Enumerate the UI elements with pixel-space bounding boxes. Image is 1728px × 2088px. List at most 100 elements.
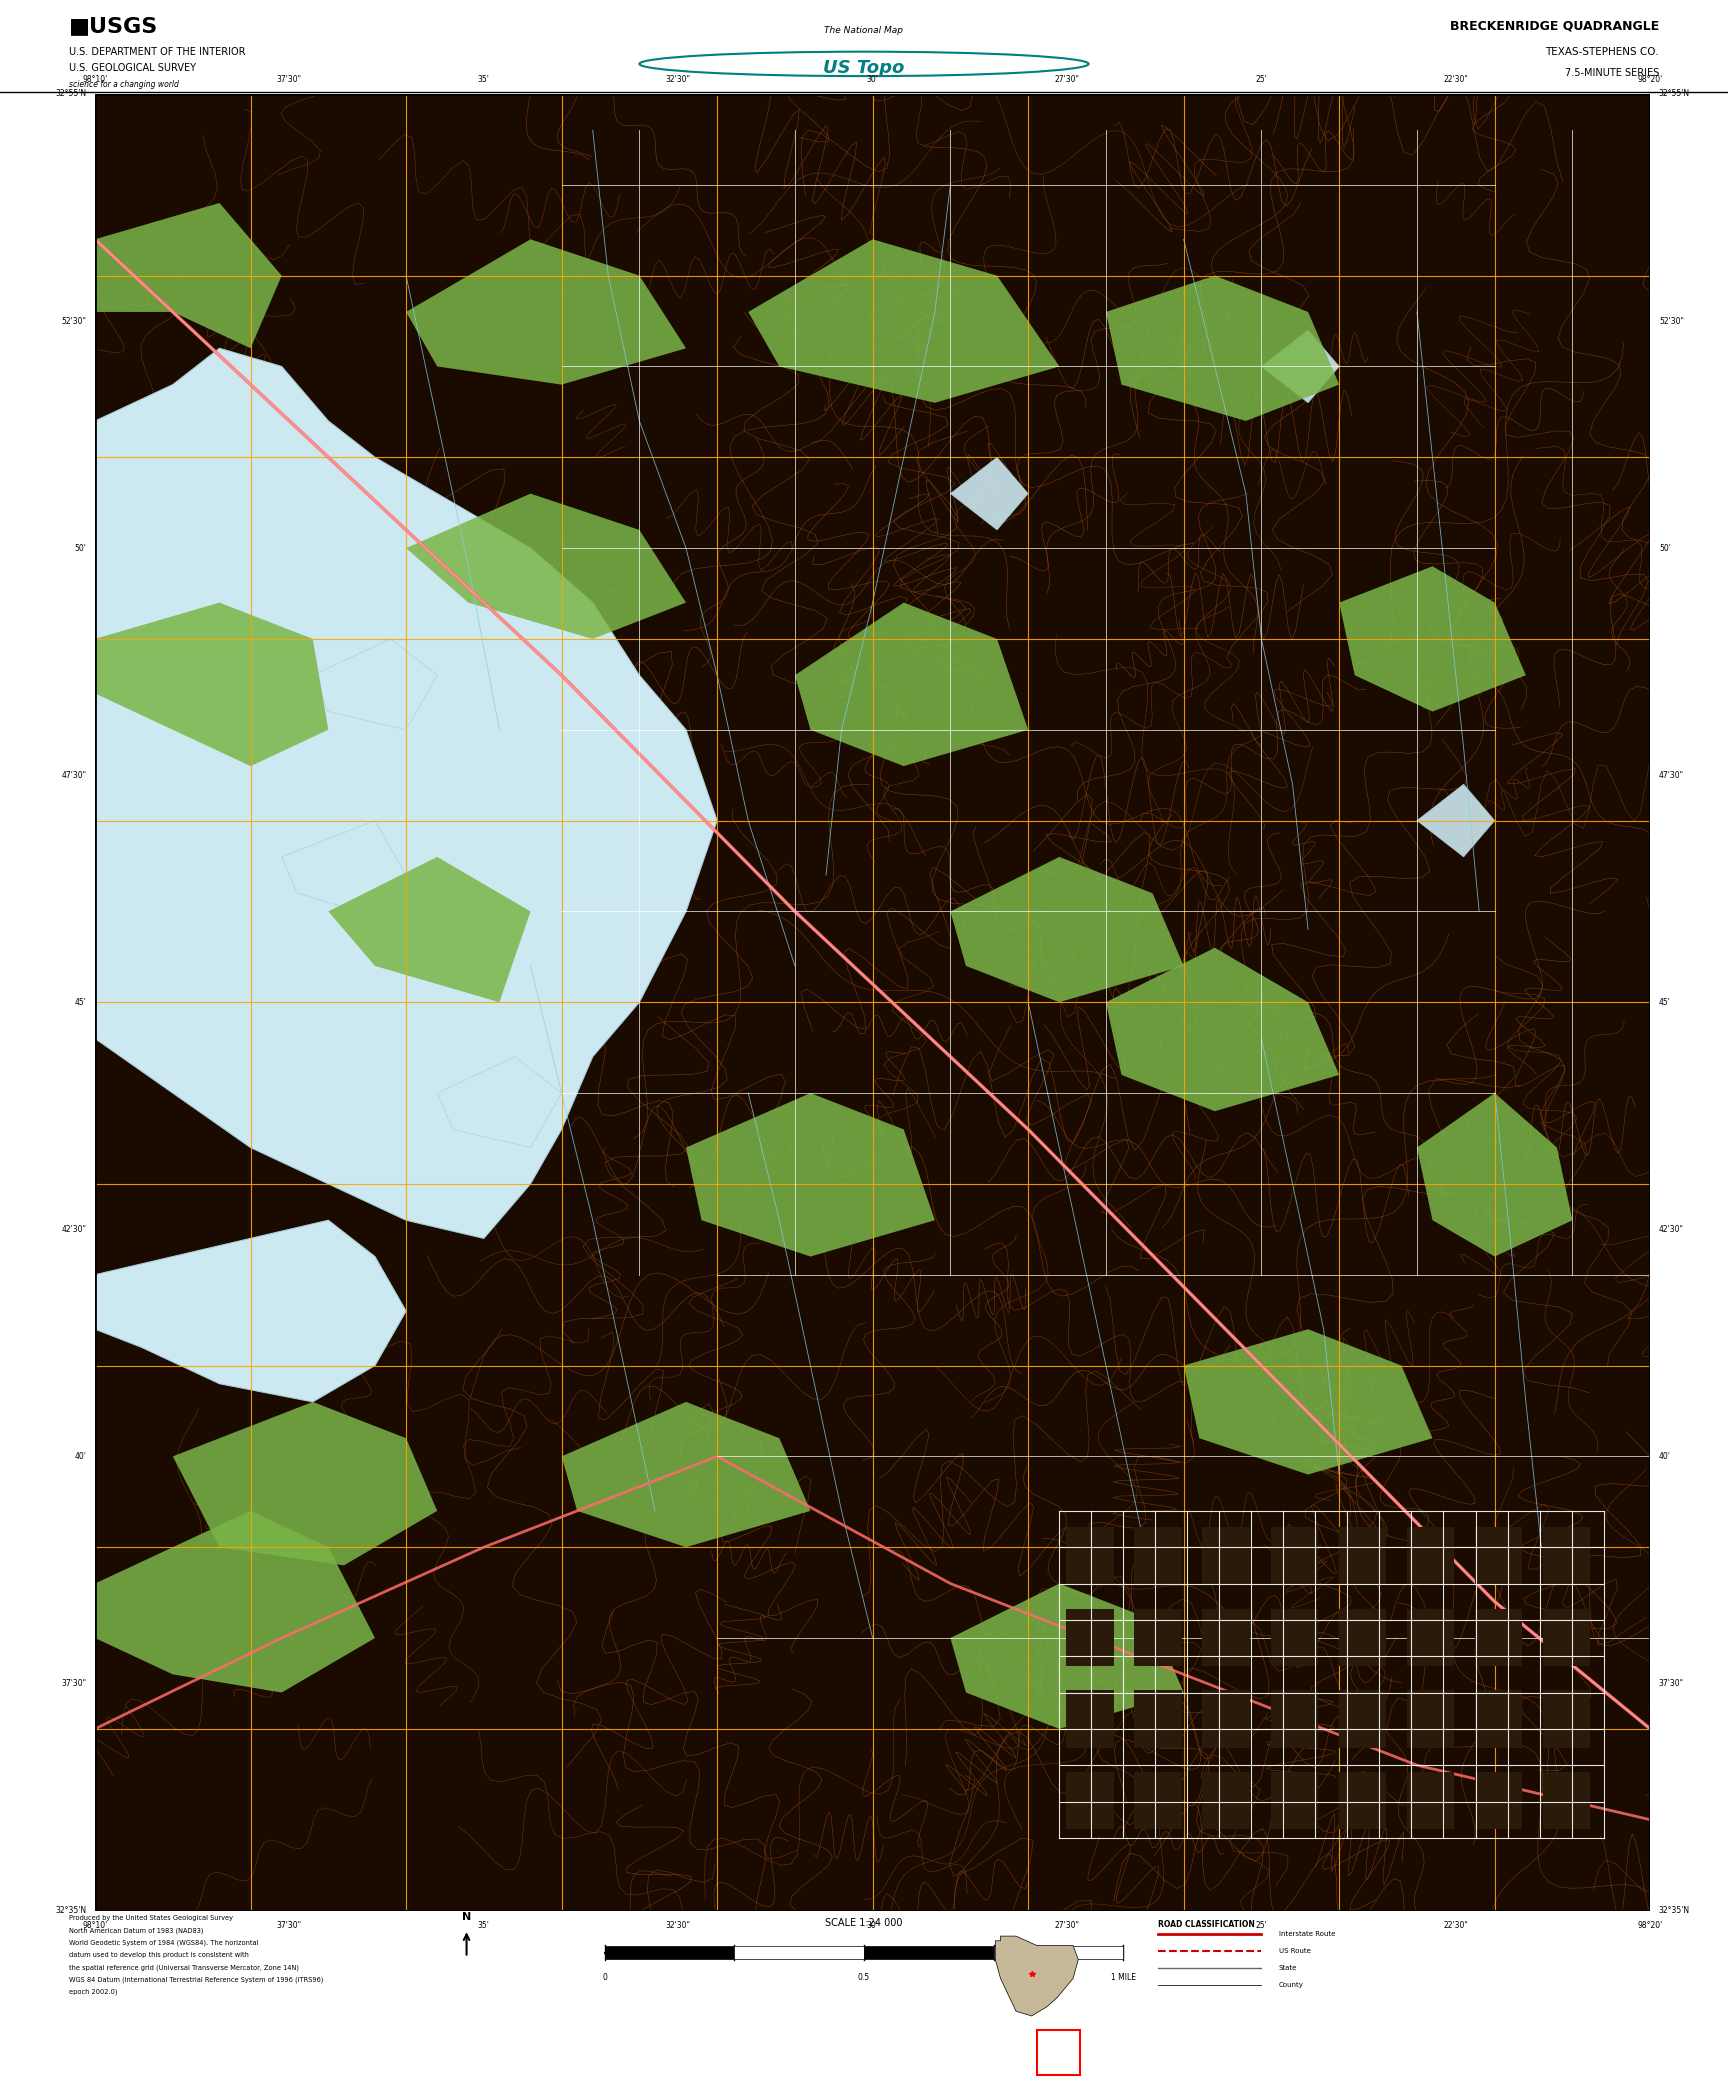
Bar [1407,1691,1455,1748]
Text: 98°10': 98°10' [83,1921,107,1929]
Text: TEXAS-STEPHENS CO.: TEXAS-STEPHENS CO. [1545,46,1659,56]
Bar [1339,1526,1386,1585]
Bar [1037,2030,1080,2075]
Text: the spatial reference grid (Universal Transverse Mercator, Zone 14N): the spatial reference grid (Universal Tr… [69,1965,299,1971]
Polygon shape [795,603,1028,766]
Bar [1203,1773,1249,1829]
Text: 50': 50' [74,543,86,553]
Bar [1407,1526,1455,1585]
Text: The National Map: The National Map [824,25,904,35]
Text: 42'30": 42'30" [62,1226,86,1234]
Text: 30': 30' [867,75,878,84]
Text: 32°35'N: 32°35'N [1659,1906,1690,1915]
Text: 45': 45' [1659,998,1671,1006]
Polygon shape [95,203,282,349]
Bar [1203,1526,1249,1585]
Text: datum used to develop this product is consistent with: datum used to develop this product is co… [69,1952,249,1959]
Polygon shape [1417,785,1495,856]
Text: 22'30": 22'30" [1443,75,1469,84]
Polygon shape [950,1583,1184,1729]
Text: ■USGS: ■USGS [69,17,159,35]
Bar [1543,1608,1590,1666]
Text: 47'30": 47'30" [60,770,86,779]
Polygon shape [95,1512,375,1693]
Polygon shape [562,1401,810,1547]
Bar [1066,1608,1115,1666]
Text: 52'30": 52'30" [62,317,86,326]
Text: 1 MILE: 1 MILE [1111,1973,1135,1982]
Polygon shape [1339,566,1526,712]
Bar [1543,1691,1590,1748]
Text: 98°10': 98°10' [83,75,107,84]
Bar [1474,1526,1522,1585]
Text: 7.5-MINUTE SERIES: 7.5-MINUTE SERIES [1564,69,1659,77]
Text: U.S. GEOLOGICAL SURVEY: U.S. GEOLOGICAL SURVEY [69,63,195,73]
Bar [1543,1773,1590,1829]
Text: 32°55'N: 32°55'N [55,90,86,98]
Polygon shape [95,1219,406,1401]
Bar [1066,1773,1115,1829]
Text: 22'30": 22'30" [1443,1921,1469,1929]
Text: 30': 30' [867,1921,878,1929]
Bar [1066,1691,1115,1748]
Bar [1474,1608,1522,1666]
Text: US Route: US Route [1279,1948,1310,1954]
Bar [1270,1526,1318,1585]
Bar [1543,1526,1590,1585]
Bar [1135,1608,1182,1666]
Bar [1339,1691,1386,1748]
Bar [1339,1773,1386,1829]
Bar [1066,1526,1115,1585]
Text: County: County [1279,1982,1303,1988]
Polygon shape [437,1057,562,1148]
Text: ROAD CLASSIFICATION: ROAD CLASSIFICATION [1158,1921,1255,1929]
Text: 98°20': 98°20' [1638,75,1662,84]
Text: 27'30": 27'30" [1054,75,1080,84]
Bar [734,1946,864,1959]
Text: SCALE 1:24 000: SCALE 1:24 000 [826,1919,902,1927]
Bar [1270,1608,1318,1666]
Text: 25': 25' [1256,1921,1267,1929]
Polygon shape [313,639,437,731]
Polygon shape [950,856,1184,1002]
Bar [1339,1608,1386,1666]
Text: 25': 25' [1256,75,1267,84]
Text: 37'30": 37'30" [276,75,302,84]
Text: 27'30": 27'30" [1054,1921,1080,1929]
Polygon shape [1106,276,1339,422]
Text: 40': 40' [74,1451,86,1462]
Polygon shape [950,457,1028,530]
Text: US Topo: US Topo [823,58,905,77]
Text: 47'30": 47'30" [1659,770,1685,779]
Text: WGS 84 Datum (International Terrestrial Reference System of 1996 (ITRS96): WGS 84 Datum (International Terrestrial … [69,1975,323,1984]
Text: 0: 0 [603,1973,607,1982]
Polygon shape [748,240,1059,403]
Bar [1407,1773,1455,1829]
Text: World Geodetic System of 1984 (WGS84). The horizontal: World Geodetic System of 1984 (WGS84). T… [69,1940,259,1946]
Bar [1203,1691,1249,1748]
Text: 35': 35' [479,75,489,84]
Bar [1270,1773,1318,1829]
Bar [605,1946,734,1959]
Polygon shape [1106,948,1339,1111]
Text: 50': 50' [1659,543,1671,553]
Text: 32'30": 32'30" [665,75,691,84]
Text: 37'30": 37'30" [60,1679,86,1687]
Text: 98°20': 98°20' [1638,1921,1662,1929]
Polygon shape [686,1094,935,1257]
Polygon shape [95,349,717,1238]
Bar [994,1946,1123,1959]
Text: epoch 2002.0): epoch 2002.0) [69,1988,118,1994]
Text: 0.5: 0.5 [857,1973,871,1982]
Text: 35': 35' [479,1921,489,1929]
Polygon shape [1417,1094,1572,1257]
Polygon shape [1261,330,1339,403]
Text: 42'30": 42'30" [1659,1226,1683,1234]
Text: 52'30": 52'30" [1659,317,1683,326]
Text: BRECKENRIDGE QUADRANGLE: BRECKENRIDGE QUADRANGLE [1450,19,1659,33]
Polygon shape [406,240,686,384]
Text: U.S. DEPARTMENT OF THE INTERIOR: U.S. DEPARTMENT OF THE INTERIOR [69,46,245,56]
Polygon shape [173,1401,437,1566]
Polygon shape [328,856,530,1002]
Bar [1474,1691,1522,1748]
